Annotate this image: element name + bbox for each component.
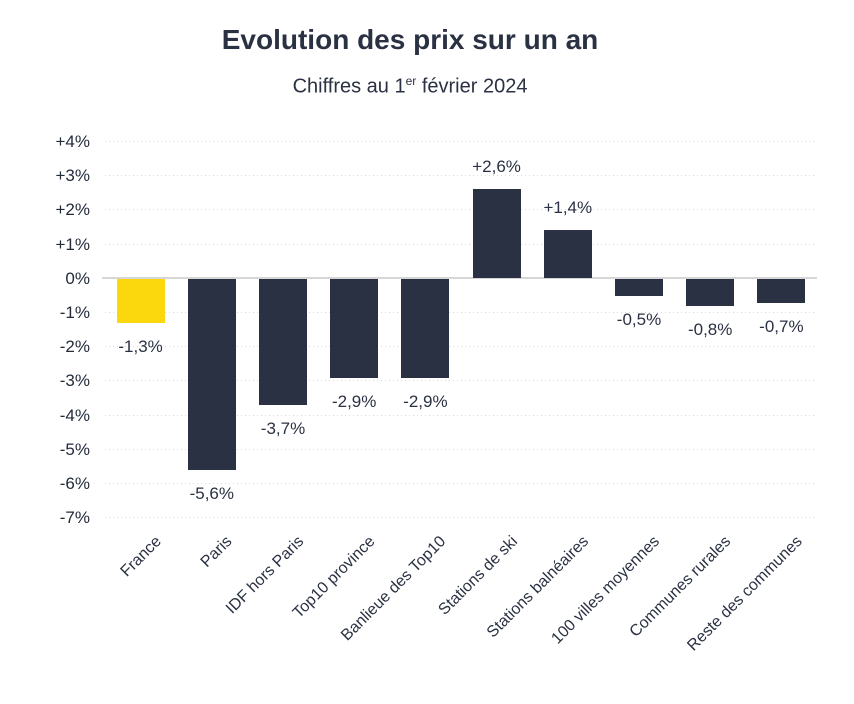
bar-100-villes-moyennes — [615, 278, 663, 296]
y-tick-label: +2% — [55, 200, 91, 220]
category-label-paris: Paris — [198, 533, 236, 571]
bar-idf-hors-paris — [259, 278, 307, 406]
y-tick-label: -4% — [59, 405, 90, 425]
y-tick-label: -3% — [59, 371, 90, 391]
gridline — [105, 414, 817, 416]
chart-subtitle: Chiffres au 1er février 2024 — [0, 74, 820, 99]
value-label-stations-baln-aires: +1,4% — [543, 197, 593, 217]
y-tick-label: +1% — [55, 234, 91, 254]
gridline — [105, 517, 817, 519]
subtitle-suffix: février 2024 — [416, 75, 528, 98]
value-label-stations-de-ski: +2,6% — [472, 156, 521, 176]
bar-top10-province — [330, 278, 379, 378]
gridline — [105, 380, 817, 382]
bar-reste-des-communes — [757, 278, 806, 303]
y-tick-label: -5% — [59, 439, 90, 459]
subtitle-prefix: Chiffres au 1 — [292, 75, 406, 98]
y-tick-label: -6% — [59, 474, 90, 493]
gridline — [105, 312, 817, 313]
y-tick-label: +3% — [55, 166, 91, 186]
value-label-idf-hors-paris: -3,7% — [260, 419, 306, 439]
value-label-100-villes-moyennes: -0,5% — [616, 309, 662, 329]
value-label-reste-des-communes: -0,7% — [759, 316, 804, 336]
y-tick-label: +4% — [55, 132, 91, 151]
chart-title: Evolution des prix sur un an — [221, 24, 599, 55]
bar-france — [116, 278, 165, 324]
gridline — [105, 141, 817, 142]
value-label-france: -1,3% — [118, 337, 163, 357]
value-label-communes-rurales: -0,8% — [687, 320, 733, 340]
gridline — [105, 243, 817, 245]
plot-area: -1,3% -5,6% -3,7% -2,9% -2,9% +2,6% +1,4% -0,5%… — [102, 141, 817, 519]
value-label-top10-province: -2,9% — [331, 391, 377, 411]
gridline — [105, 483, 817, 484]
y-tick-label: -2% — [59, 337, 90, 357]
gridline — [105, 209, 817, 211]
zero-axis-line — [102, 276, 817, 279]
y-tick-label: -1% — [59, 303, 90, 322]
y-tick-label: 0% — [65, 268, 90, 288]
subtitle-superscript: er — [405, 74, 417, 88]
category-label-france: France — [117, 533, 165, 581]
gridline — [105, 175, 817, 177]
bar-stations-de-ski — [472, 188, 521, 278]
gridline — [105, 346, 817, 348]
value-label-banlieue-des-top10: -2,9% — [403, 391, 448, 411]
value-label-paris: -5,6% — [189, 484, 234, 504]
gridline — [105, 448, 817, 450]
y-tick-label: -7% — [59, 508, 90, 528]
bar-banlieue-des-top10 — [401, 278, 450, 378]
bar-communes-rurales — [686, 278, 735, 307]
bar-paris — [187, 278, 236, 471]
bar-stations-baln-aires — [543, 229, 592, 278]
